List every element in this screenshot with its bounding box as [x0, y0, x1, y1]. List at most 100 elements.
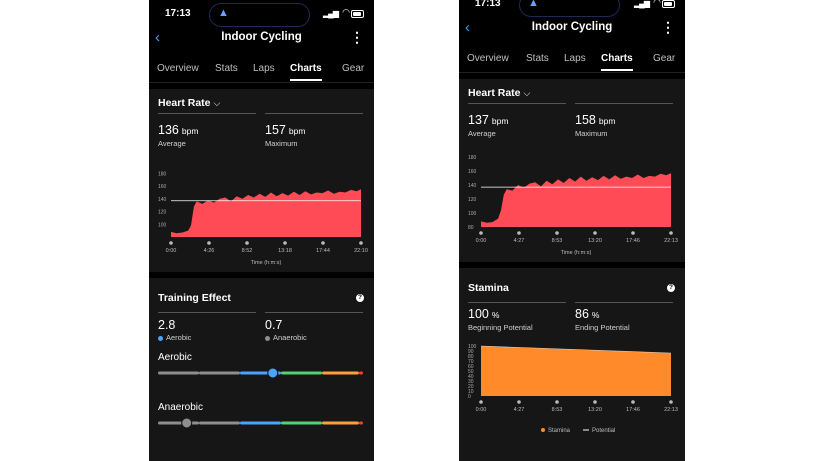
navigation-arrow-icon: ▲	[218, 7, 229, 19]
x-tick-dot	[669, 400, 673, 404]
aerobic-scale-title: Aerobic	[158, 352, 192, 363]
heart-rate-card: Heart Rate ⌵ 136 bpm Average 157 bpm Maximu…	[149, 89, 374, 272]
tab-laps[interactable]: Laps	[253, 63, 275, 74]
x-tick-label: 4:27	[514, 407, 525, 413]
y-tick-label: 90	[468, 349, 474, 355]
scale-marker	[267, 367, 279, 379]
more-options-icon[interactable]: ⋮	[350, 29, 364, 45]
scale-marker	[181, 417, 193, 429]
beginning-potential-label: Beginning Potential	[468, 323, 533, 332]
heart-rate-title: Heart Rate	[158, 97, 211, 109]
average-hr-value: 136 bpm	[158, 123, 199, 137]
divider	[575, 103, 673, 104]
chevron-down-icon: ⌵	[523, 88, 531, 98]
x-tick-dot	[359, 241, 363, 245]
y-tick-label: 140	[468, 183, 477, 189]
heart-rate-title: Heart Rate	[468, 87, 521, 99]
help-icon[interactable]: ?	[667, 284, 675, 292]
x-tick-label: 22:13	[664, 238, 678, 244]
x-tick-dot	[245, 241, 249, 245]
x-tick-dot	[593, 400, 597, 404]
back-chevron-icon[interactable]: ‹	[465, 19, 470, 36]
divider	[158, 312, 256, 313]
dynamic-island: ▲	[519, 0, 620, 17]
x-tick-dot	[207, 241, 211, 245]
tab-overview[interactable]: Overview	[157, 63, 199, 74]
tab-bar: Overview Stats Laps Charts Gear	[459, 44, 685, 73]
y-tick-label: 10	[468, 389, 474, 395]
tab-stats[interactable]: Stats	[215, 63, 238, 74]
heart-rate-header[interactable]: Heart Rate ⌵	[158, 97, 220, 109]
x-tick-label: 8:52	[242, 248, 253, 254]
tab-gear[interactable]: Gear	[342, 63, 365, 74]
x-tick-label: 22:10	[354, 248, 368, 254]
training-effect-card: Training Effect ? 2.8 Aerobic 0.7 Anaero…	[149, 278, 374, 461]
aerobic-te-value: 2.8	[158, 318, 176, 332]
stamina-legend-dot	[541, 428, 545, 432]
x-tick-dot	[555, 400, 559, 404]
x-tick-label: 0:00	[476, 407, 487, 413]
wifi-icon: ◠	[342, 7, 350, 17]
page-title: Indoor Cycling	[221, 31, 302, 43]
x-tick-dot	[631, 231, 635, 235]
heart-rate-chart: 100 120 140 160 180 0:00 4:26 8:52 13:18 17:44 22:…	[158, 171, 368, 266]
divider	[158, 113, 256, 114]
x-tick-label: 13:20	[588, 407, 602, 413]
more-options-icon[interactable]: ⋮	[661, 19, 675, 35]
y-tick-label: 100	[468, 211, 477, 217]
battery-icon	[351, 10, 364, 18]
tab-charts[interactable]: Charts	[601, 53, 633, 64]
divider	[265, 312, 363, 313]
section-gap	[149, 83, 374, 89]
x-axis-title: Time (h:m:s)	[251, 260, 282, 266]
tab-overview[interactable]: Overview	[467, 53, 509, 64]
y-tick-label: 120	[158, 210, 167, 216]
y-tick-label: 0	[468, 394, 471, 400]
potential-legend-label: Potential	[592, 428, 615, 434]
max-hr-value: 158 bpm	[575, 113, 616, 127]
y-tick-label: 20	[468, 384, 474, 390]
y-tick-label: 100	[158, 222, 167, 228]
y-tick-label: 180	[468, 155, 477, 161]
divider	[575, 302, 673, 303]
y-tick-label: 120	[468, 197, 477, 203]
anaerobic-te-value: 0.7	[265, 318, 283, 332]
y-tick-label: 160	[158, 184, 167, 190]
x-tick-dot	[517, 231, 521, 235]
stamina-title: Stamina	[468, 282, 509, 294]
status-time: 17:13	[475, 0, 501, 9]
x-tick-label: 8:53	[552, 238, 563, 244]
y-tick-label: 70	[468, 359, 474, 365]
x-tick-label: 8:53	[552, 407, 563, 413]
average-hr-value: 137 bpm	[468, 113, 509, 127]
divider	[468, 103, 566, 104]
y-tick-label: 60	[468, 364, 474, 370]
y-tick-label: 80	[468, 225, 474, 231]
ending-potential-value: 86%	[575, 307, 600, 321]
beginning-potential-value: 100%	[468, 307, 500, 321]
aerobic-scale	[158, 367, 363, 379]
x-tick-label: 17:44	[316, 248, 330, 254]
help-icon[interactable]: ?	[356, 294, 364, 302]
status-time: 17:13	[165, 8, 191, 19]
potential-line	[480, 345, 672, 354]
tab-gear[interactable]: Gear	[653, 53, 676, 64]
tab-laps[interactable]: Laps	[564, 53, 586, 64]
phone-screen-right: 17:13 ▲ ▂▄▆ ◠ ‹ Indoor Cycling ⋮ Overvie…	[459, 0, 685, 461]
back-chevron-icon[interactable]: ‹	[155, 29, 160, 46]
page-title: Indoor Cycling	[531, 21, 613, 33]
heart-rate-area	[481, 173, 671, 227]
x-axis-title: Time (h:m:s)	[561, 250, 592, 256]
tab-stats[interactable]: Stats	[526, 53, 549, 64]
x-tick-dot	[479, 231, 483, 235]
x-tick-label: 0:00	[166, 248, 177, 254]
max-hr-value: 157 bpm	[265, 123, 306, 137]
anaerobic-dot-icon	[265, 335, 270, 341]
tab-charts[interactable]: Charts	[290, 63, 322, 74]
y-tick-label: 100	[468, 344, 477, 350]
section-gap	[149, 272, 374, 278]
y-tick-label: 30	[468, 379, 474, 385]
heart-rate-header[interactable]: Heart Rate ⌵	[468, 87, 530, 99]
signal-icon: ▂▄▆	[634, 0, 650, 8]
